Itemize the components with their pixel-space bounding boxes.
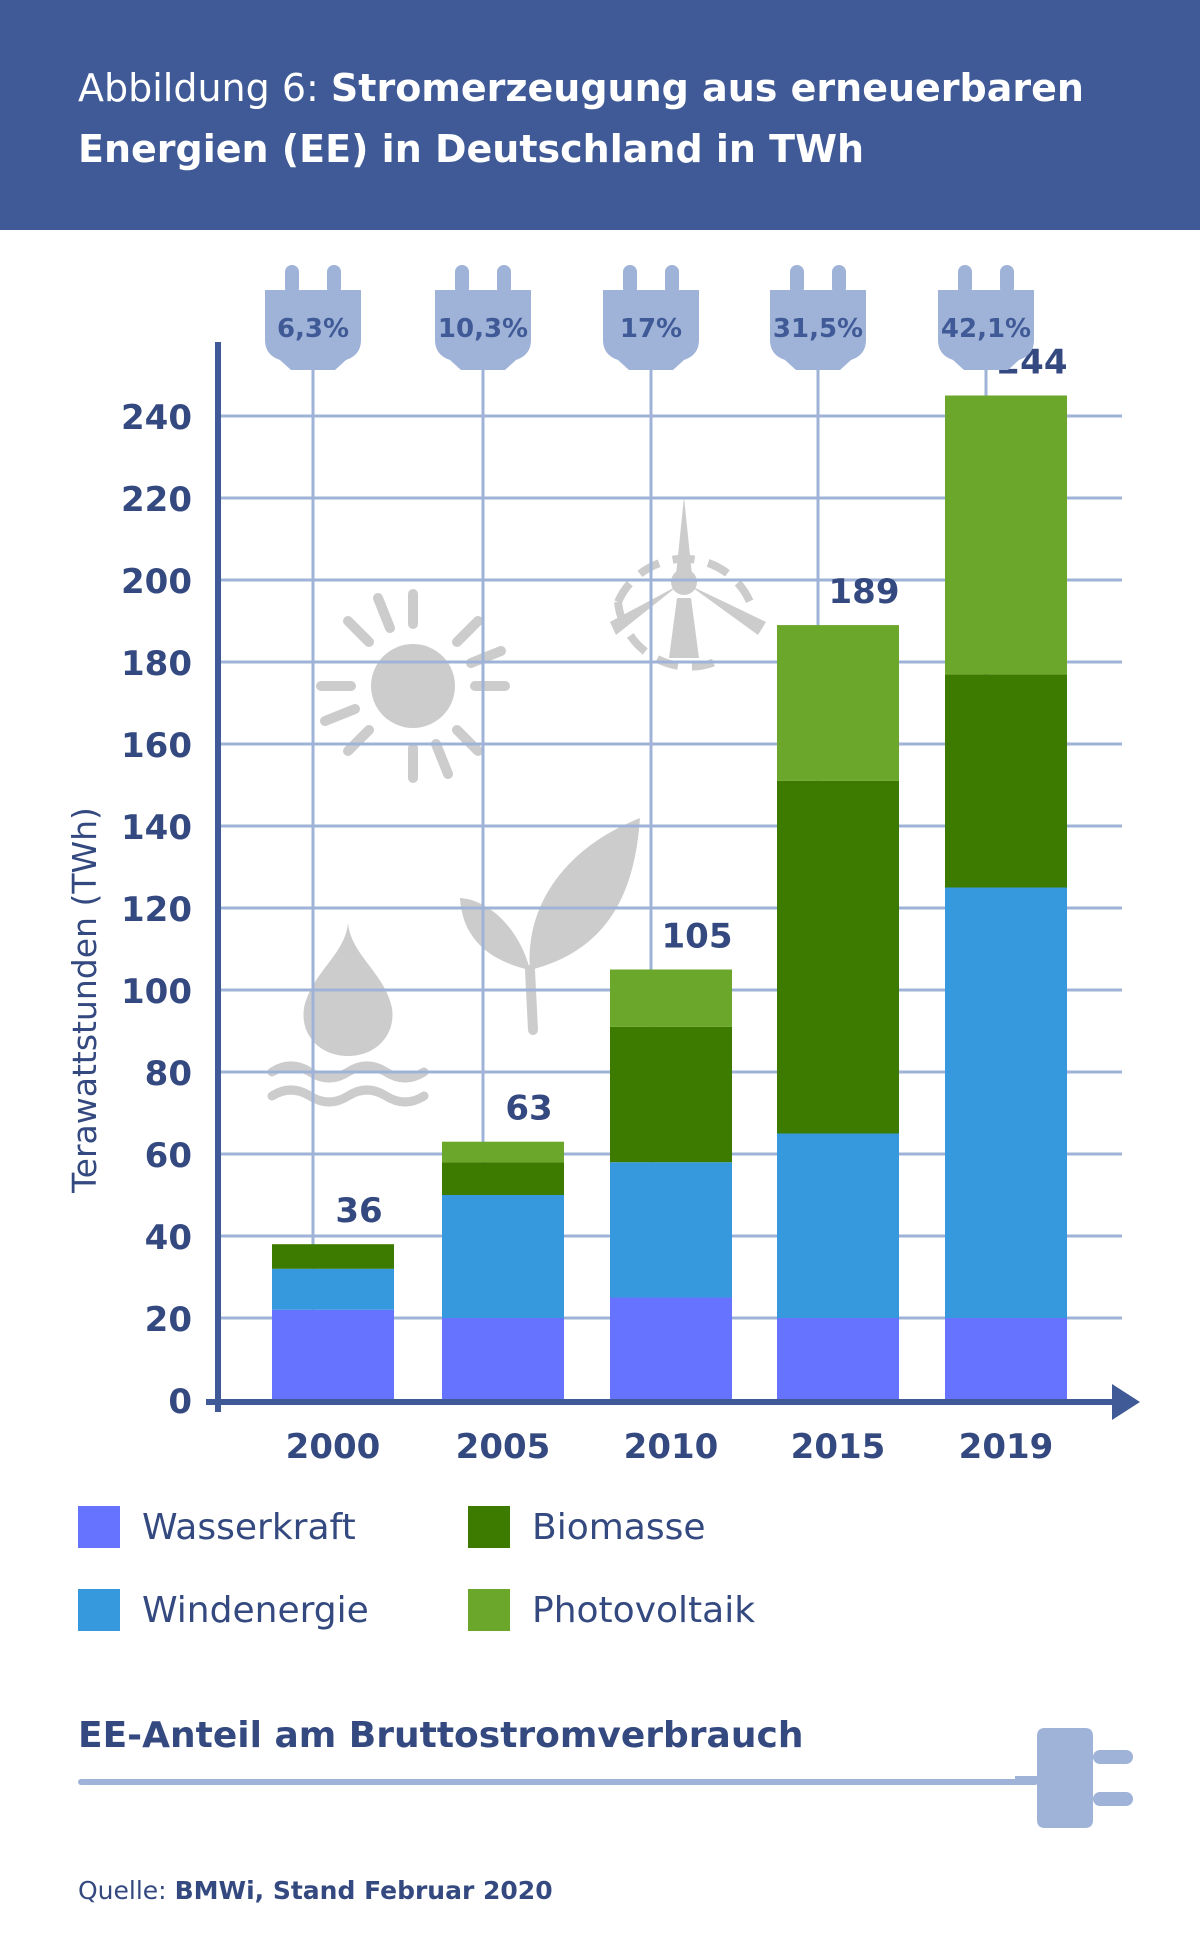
source-line: Quelle: BMWi, Stand Februar 2020 — [78, 1876, 553, 1905]
bar-windenergie-2000 — [272, 1268, 394, 1310]
x-tick-label-2005: 2005 — [456, 1427, 551, 1467]
source-label: Quelle: — [78, 1876, 167, 1905]
y-tick-label: 0 — [168, 1382, 192, 1422]
wind-turbine-icon — [610, 497, 766, 671]
y-tick-label: 240 — [121, 398, 192, 438]
sun-icon — [316, 589, 510, 783]
bar-windenergie-2010 — [610, 1162, 732, 1298]
bar-biomasse-2005 — [442, 1162, 564, 1195]
legend-item-biomasse: Biomasse — [468, 1505, 706, 1549]
leaf-icon — [460, 818, 640, 1035]
ee-share-label-2005: 10,3% — [438, 314, 528, 344]
legend-item-windenergie: Windenergie — [78, 1588, 369, 1632]
decorative-icons — [267, 497, 766, 1107]
bar-biomasse-2015 — [777, 780, 899, 1134]
plug-icon — [938, 265, 1034, 370]
x-tick-label-2000: 2000 — [286, 1427, 381, 1467]
bar-biomasse-2010 — [610, 1026, 732, 1163]
plug-icon — [265, 265, 361, 370]
plug-icon — [770, 265, 866, 370]
bar-wasserkraft-2000 — [272, 1309, 394, 1400]
y-tick-label: 60 — [145, 1136, 192, 1176]
y-tick-label: 100 — [121, 972, 192, 1012]
bar-windenergie-2005 — [442, 1195, 564, 1318]
bar-windenergie-2019 — [945, 887, 1067, 1318]
y-tick-label: 220 — [121, 480, 192, 520]
title-main: Stromerzeugung aus erneuerbaren Energien… — [78, 66, 1084, 171]
footer-title: EE-Anteil am Bruttostromverbrauch — [78, 1715, 804, 1756]
bar-windenergie-2015 — [777, 1133, 899, 1318]
plug-icon — [1015, 1728, 1133, 1828]
header-banner: Abbildung 6: Stromerzeugung aus erneuerb… — [0, 0, 1200, 230]
y-axis-label: Terawattstunden (TWh) — [65, 807, 104, 1194]
x-axis-arrow-icon — [1112, 1384, 1140, 1420]
ee-share-plugs: 6,3% 10,3% 17% 31,5% 42,1% — [265, 265, 1034, 370]
plug-icon — [435, 265, 531, 370]
bar-wasserkraft-2015 — [777, 1318, 899, 1400]
legend-label: Wasserkraft — [142, 1506, 356, 1548]
legend-label: Biomasse — [532, 1506, 706, 1548]
bar-wasserkraft-2019 — [945, 1318, 1067, 1400]
legend-swatch — [468, 1589, 510, 1631]
y-tick-label: 40 — [145, 1218, 192, 1258]
bar-photovoltaik-2005 — [442, 1141, 564, 1163]
legend-item-photovoltaik: Photovoltaik — [468, 1588, 755, 1632]
ee-share-label-2019: 42,1% — [941, 314, 1031, 344]
y-tick-label: 200 — [121, 562, 192, 602]
x-tick-label-2015: 2015 — [791, 1427, 886, 1467]
legend-swatch — [468, 1506, 510, 1548]
source-text: BMWi, Stand Februar 2020 — [174, 1876, 553, 1905]
x-tick-label-2019: 2019 — [959, 1427, 1054, 1467]
total-label-2005: 63 — [505, 1089, 552, 1129]
x-tick-label-2010: 2010 — [624, 1427, 719, 1467]
ee-share-label-2010: 17% — [620, 314, 682, 344]
total-label-2010: 105 — [662, 917, 733, 957]
y-tick-label: 180 — [121, 644, 192, 684]
y-tick-label: 80 — [145, 1054, 192, 1094]
title-prefix: Abbildung 6: — [78, 66, 319, 110]
legend-swatch — [78, 1506, 120, 1548]
y-tick-label: 160 — [121, 726, 192, 766]
y-tick-label: 140 — [121, 808, 192, 848]
bars — [272, 395, 1067, 1400]
bar-wasserkraft-2010 — [610, 1297, 732, 1400]
total-label-2000: 36 — [335, 1191, 382, 1231]
axes — [206, 342, 1140, 1420]
bar-wasserkraft-2005 — [442, 1318, 564, 1400]
stacked-bar-chart: 0 20 40 60 80 100 120 140 160 180 200 220 240 36 2000 6… — [65, 265, 1140, 1468]
page-title: Abbildung 6: Stromerzeugung aus erneuerb… — [78, 58, 1138, 180]
bar-biomasse-2000 — [272, 1244, 394, 1269]
bar-photovoltaik-2019 — [945, 395, 1067, 675]
bar-photovoltaik-2015 — [777, 625, 899, 781]
legend-item-wasserkraft: Wasserkraft — [78, 1505, 356, 1549]
legend-swatch — [78, 1589, 120, 1631]
ee-share-label-2000: 6,3% — [277, 314, 349, 344]
bar-photovoltaik-2010 — [610, 969, 732, 1027]
labels: 0 20 40 60 80 100 120 140 160 180 200 220 240 36 2000 6… — [65, 343, 1067, 1468]
legend-label: Windenergie — [142, 1589, 369, 1631]
water-drop-icon — [267, 923, 429, 1107]
total-label-2015: 189 — [829, 572, 900, 612]
plug-icon — [603, 265, 699, 370]
bar-biomasse-2019 — [945, 674, 1067, 888]
legend-label: Photovoltaik — [532, 1589, 756, 1631]
y-tick-label: 20 — [145, 1300, 192, 1340]
ee-share-label-2015: 31,5% — [773, 314, 863, 344]
footer-line — [78, 1779, 1038, 1785]
y-tick-label: 120 — [121, 890, 192, 930]
